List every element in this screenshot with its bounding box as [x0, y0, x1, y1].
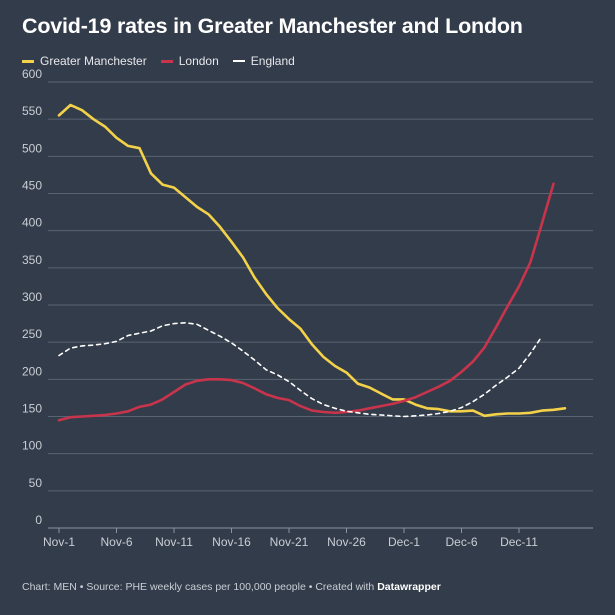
chart-title: Covid-19 rates in Greater Manchester and…	[22, 14, 523, 38]
y-tick-label-300: 300	[22, 290, 42, 304]
y-tick-label-350: 350	[22, 253, 42, 267]
x-tick-label-dec-11: Dec-11	[500, 535, 538, 549]
legend-label-greater-manchester: Greater Manchester	[40, 54, 147, 68]
y-tick-label-0: 0	[35, 513, 42, 527]
x-tick-label-dec-1: Dec-1	[388, 535, 420, 549]
y-tick-label-500: 500	[22, 141, 42, 155]
x-tick-label-nov-16: Nov-16	[212, 535, 251, 549]
legend-swatch-england	[232, 60, 245, 62]
x-tick-label-nov-6: Nov-6	[100, 535, 132, 549]
footer-credits: Chart: MEN • Source: PHE weekly cases pe…	[22, 581, 378, 593]
x-tick-label-dec-6: Dec-6	[445, 535, 477, 549]
x-tick-label-nov-21: Nov-21	[270, 535, 309, 549]
chart-legend: Greater Manchester London England	[22, 54, 309, 68]
legend-swatch-greater-manchester	[22, 59, 34, 63]
y-tick-label-50: 50	[29, 476, 43, 490]
x-tick-label-nov-11: Nov-11	[155, 535, 193, 549]
series-line-england	[58, 322, 543, 418]
y-tick-label-400: 400	[22, 216, 42, 230]
y-tick-label-100: 100	[22, 439, 42, 453]
series-line-greater-manchester	[57, 103, 567, 418]
legend-label-england: England	[250, 54, 295, 68]
legend-item-london: London	[160, 54, 219, 68]
x-tick-label-nov-1: Nov-1	[43, 535, 75, 549]
y-tick-label-200: 200	[22, 364, 42, 378]
legend-item-england: England	[232, 54, 295, 68]
y-tick-label-600: 600	[22, 67, 42, 81]
y-tick-label-150: 150	[22, 402, 42, 416]
legend-swatch-london	[160, 59, 173, 63]
legend-label-london: London	[178, 54, 219, 68]
y-tick-label-250: 250	[22, 327, 42, 341]
series-line-london	[57, 182, 555, 422]
chart-footer: Chart: MEN • Source: PHE weekly cases pe…	[22, 581, 441, 593]
x-tick-label-nov-26: Nov-26	[327, 535, 366, 549]
y-tick-label-450: 450	[22, 179, 42, 193]
legend-item-greater-manchester: Greater Manchester	[22, 54, 147, 68]
footer-brand: Datawrapper	[377, 581, 441, 593]
y-tick-label-550: 550	[22, 104, 42, 118]
